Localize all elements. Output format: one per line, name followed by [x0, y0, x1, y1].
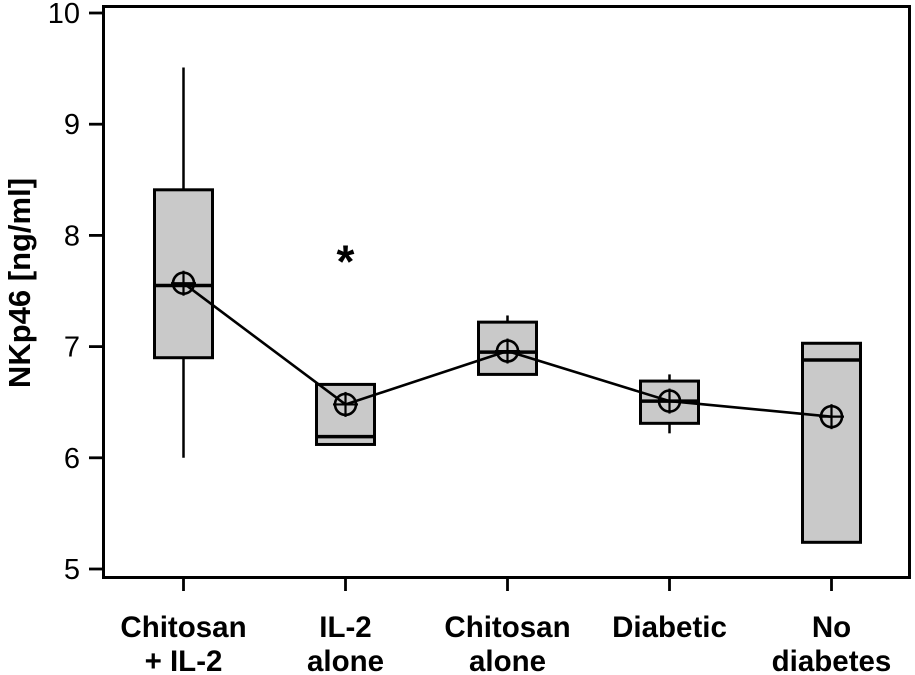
box-plot-box: [801, 341, 862, 544]
x-category-label: + IL-2: [145, 645, 223, 675]
y-tick-label: 8: [64, 220, 80, 252]
x-category-label: Diabetic: [612, 611, 727, 644]
y-tick-label: 7: [64, 332, 80, 364]
x-category-label: Chitosan: [444, 611, 570, 644]
y-tick-label: 9: [64, 109, 80, 141]
plot-frame: [102, 5, 911, 579]
x-category-label: alone: [469, 645, 546, 675]
y-tick-label: 6: [64, 443, 80, 475]
y-tick-label: 10: [48, 0, 80, 30]
x-category-label: alone: [307, 645, 384, 675]
x-category-label: Chitosan: [120, 611, 246, 644]
significance-asterisk: *: [337, 235, 355, 287]
x-category-label: IL-2: [319, 611, 371, 644]
y-tick-label: 5: [64, 554, 80, 586]
y-axis-title: NKp46 [ng/ml]: [2, 178, 37, 388]
x-category-label: No: [812, 611, 851, 644]
x-category-label: diabetes: [772, 645, 892, 675]
